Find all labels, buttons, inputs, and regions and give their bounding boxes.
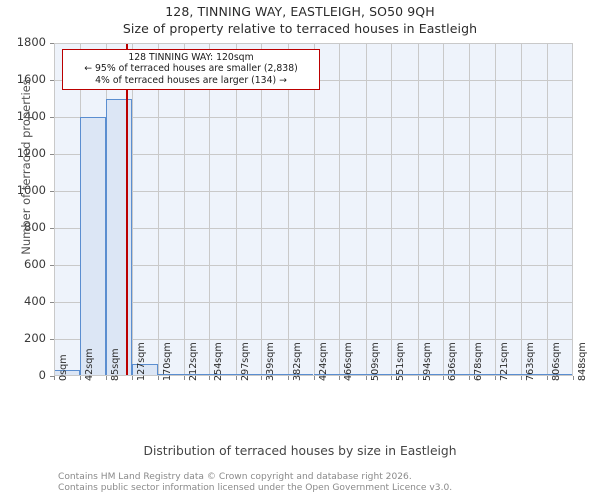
x-axis-tick-mark [261, 376, 263, 380]
gridline-vertical [209, 43, 211, 376]
gridline-vertical [261, 43, 263, 376]
x-axis-tick-mark [495, 376, 497, 380]
y-axis-tick-mark [50, 43, 54, 44]
y-axis-tick-label: 200 [24, 331, 46, 345]
gridline-vertical [131, 43, 133, 376]
gridline-vertical [391, 43, 393, 376]
x-axis-tick-label: 254sqm [213, 342, 225, 381]
y-axis-tick-mark [50, 302, 54, 303]
property-size-marker-line [126, 43, 129, 376]
x-axis-tick-mark [339, 376, 341, 380]
x-axis-tick-label: 42sqm [83, 348, 95, 381]
x-axis-tick-mark [417, 376, 419, 380]
y-axis-tick-label: 1200 [16, 146, 46, 160]
x-axis-title: Distribution of terraced houses by size … [143, 444, 457, 458]
y-axis-tick-mark [50, 191, 54, 192]
gridline-vertical [287, 43, 289, 376]
y-axis-tick-mark [50, 80, 54, 81]
x-axis-tick-label: 382sqm [291, 342, 303, 381]
y-axis-tick-mark [50, 265, 54, 266]
x-axis-tick-mark [547, 376, 549, 380]
y-axis-tick-mark [50, 228, 54, 229]
x-axis-tick-label: 509sqm [369, 342, 381, 381]
x-axis-tick-label: 848sqm [577, 342, 588, 381]
y-axis-tick-label: 1800 [16, 35, 46, 49]
gridline-vertical [468, 43, 470, 376]
x-axis-tick-mark [443, 376, 445, 380]
x-axis-tick-label: 763sqm [524, 342, 536, 381]
x-axis-tick-label: 297sqm [239, 342, 251, 381]
y-axis-tick-label: 1400 [16, 109, 46, 123]
x-axis-tick-label: 85sqm [110, 348, 122, 381]
gridline-vertical [495, 43, 497, 376]
annotation-line-smaller: ← 95% of terraced houses are smaller (2,… [84, 63, 298, 75]
x-axis-tick-mark [573, 376, 574, 380]
x-axis-tick-mark [183, 376, 185, 380]
x-axis-tick-label: 594sqm [421, 342, 433, 381]
x-axis-tick-label: 636sqm [447, 342, 459, 381]
x-axis-tick-mark [158, 376, 160, 380]
y-axis-tick-label: 800 [24, 220, 46, 234]
x-axis-tick-label: 127sqm [135, 342, 147, 381]
y-axis-tick-mark [50, 117, 54, 118]
gridline-vertical [339, 43, 341, 376]
x-axis-tick-label: 339sqm [265, 342, 277, 381]
y-axis-tick-label: 1000 [16, 183, 46, 197]
x-axis-tick-mark [520, 376, 522, 380]
y-axis-tick-label: 400 [24, 294, 46, 308]
x-axis-tick-label: 170sqm [162, 342, 174, 381]
x-axis-tick-mark [79, 376, 81, 380]
page-subtitle: Size of property relative to terraced ho… [122, 21, 478, 36]
x-axis-tick-label: 678sqm [472, 342, 484, 381]
gridline-vertical [443, 43, 445, 376]
gridline-vertical [313, 43, 315, 376]
x-axis-tick-label: 551sqm [395, 342, 407, 381]
gridline-vertical [365, 43, 367, 376]
x-axis-tick-mark [365, 376, 367, 380]
y-axis-tick-label: 0 [38, 368, 46, 382]
x-axis-tick-mark [209, 376, 211, 380]
gridline-vertical [235, 43, 237, 376]
x-axis-tick-mark [313, 376, 315, 380]
footer-line-1: Contains HM Land Registry data © Crown c… [58, 472, 412, 482]
y-axis-title: Number of terraced properties [19, 79, 33, 255]
x-axis-tick-label: 466sqm [343, 342, 355, 381]
page-title: 128, TINNING WAY, EASTLEIGH, SO50 9QH [165, 4, 435, 19]
x-axis-tick-label: 806sqm [551, 342, 563, 381]
property-annotation-box: 128 TINNING WAY: 120sqm ← 95% of terrace… [62, 49, 320, 91]
y-axis-tick-label: 600 [24, 257, 46, 271]
attribution-footer: Contains HM Land Registry data © Crown c… [58, 472, 578, 493]
x-axis-tick-label: 212sqm [187, 342, 199, 381]
gridline-vertical [547, 43, 549, 376]
x-axis-tick-mark [287, 376, 289, 380]
x-axis-tick-mark [106, 376, 108, 380]
footer-line-2: Contains public sector information licen… [58, 482, 453, 493]
annotation-line-property: 128 TINNING WAY: 120sqm [128, 52, 254, 63]
x-axis-tick-mark [468, 376, 470, 380]
gridline-vertical [417, 43, 419, 376]
y-axis-tick-mark [50, 376, 54, 377]
x-axis-tick-label: 721sqm [499, 342, 511, 381]
gridline-vertical [158, 43, 160, 376]
x-axis-tick-mark [54, 376, 55, 380]
gridline-vertical [520, 43, 522, 376]
histogram-bar [79, 117, 106, 376]
y-axis-tick-label: 1600 [16, 72, 46, 86]
x-axis-tick-mark [235, 376, 237, 380]
x-axis-tick-mark [391, 376, 393, 380]
y-axis-tick-mark [50, 339, 54, 340]
y-axis-tick-mark [50, 154, 54, 155]
x-axis-tick-label: 0sqm [58, 354, 69, 381]
x-axis-tick-label: 424sqm [317, 342, 329, 381]
plot-area [54, 43, 573, 376]
gridline-vertical [183, 43, 185, 376]
x-axis-tick-mark [131, 376, 133, 380]
annotation-line-larger: 4% of terraced houses are larger (134) → [95, 74, 287, 86]
